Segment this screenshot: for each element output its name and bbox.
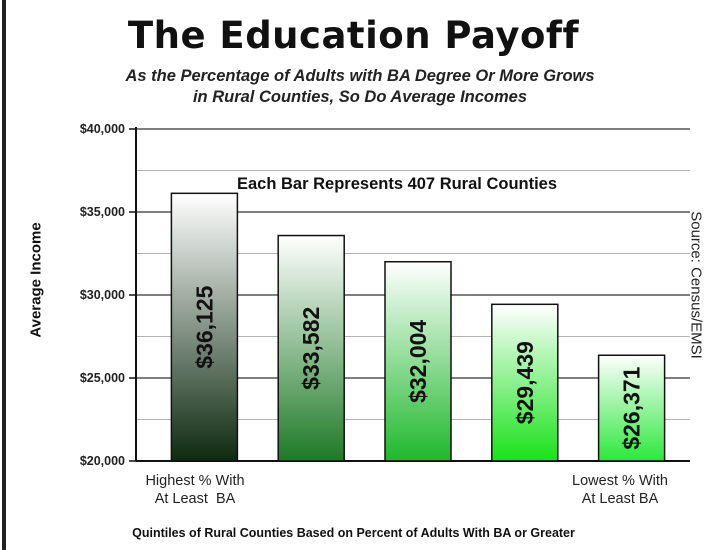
bar (491, 303, 559, 462)
bar (170, 192, 239, 462)
x-category-label-highest: Highest % With At Least BA (120, 472, 270, 508)
source-credit-text: Source: Census/EMSI (687, 211, 705, 359)
bar (277, 234, 345, 462)
bar-annotation: Each Bar Represents 407 Rural Counties (237, 175, 558, 193)
y-tick-label: $25,000 (80, 371, 125, 385)
x-axis-label: Quintiles of Rural Counties Based on Per… (132, 526, 575, 540)
x-category-label-lowest: Lowest % With At Least BA (545, 472, 695, 508)
bar-value-label: $33,582 (298, 307, 324, 390)
x-category-label-line: Lowest % With (572, 473, 668, 489)
x-category-label-line: At Least BA (154, 491, 236, 507)
y-tick-label: $35,000 (80, 205, 125, 219)
y-tick-label: $40,000 (80, 122, 125, 136)
bar-value-label: $32,004 (405, 320, 431, 403)
bar-value-label: $36,125 (191, 285, 217, 368)
chart-title: The Education Payoff (127, 14, 580, 57)
y-tick-label: $30,000 (80, 288, 125, 302)
bar (384, 260, 452, 462)
x-category-label-line: Highest % With (145, 473, 245, 489)
bar-value-label: $29,439 (512, 341, 538, 424)
y-axis-label-text: Average Income (27, 222, 45, 338)
x-category-label-line: At Least BA (581, 491, 659, 507)
subtitle-line-1: As the Percentage of Adults with BA Degr… (125, 67, 595, 85)
chart-subtitle: As the Percentage of Adults with BA Degr… (60, 66, 660, 108)
bar (597, 354, 666, 462)
y-tick-label: $20,000 (80, 454, 125, 468)
left-border-rule (2, 0, 6, 550)
bar-value-label: $26,371 (619, 366, 645, 449)
subtitle-line-2: in Rural Counties, So Do Average Incomes (192, 88, 528, 106)
